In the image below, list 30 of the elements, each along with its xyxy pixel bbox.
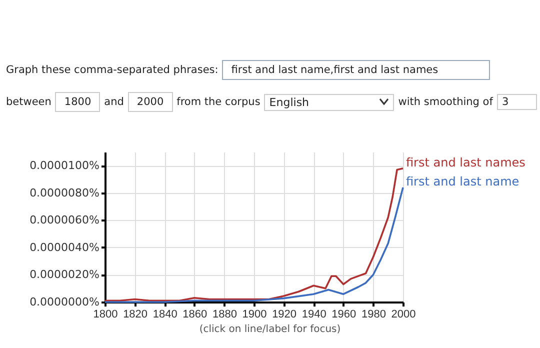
text: (click on line/label for focus) [198,324,342,335]
x-tick-label: 1800 [93,308,118,320]
text: from the corpus [176,96,260,108]
x-tick-label: 1920 [272,308,297,320]
dropdown-field: English [264,94,394,110]
series-label: first and last names [406,155,526,170]
y-tick-label: 0.0000080% [30,186,100,200]
x-tick-label: 1960 [332,308,356,320]
y-tick-label: 0.0000020% [30,268,100,282]
text: between [6,96,52,108]
x-tick-label: 1860 [182,308,208,320]
number-field: 3 [496,94,537,110]
text-field: first and last name,first and last names [222,60,490,80]
x-tick-label: 1900 [242,308,267,320]
x-tick-label: 1980 [361,308,386,320]
text: with smoothing of [398,96,493,108]
year-field: 1800 [55,92,100,112]
text: Graph these comma-separated phrases: [6,64,218,76]
text: and [104,96,124,108]
y-tick-label: 0.0000100% [30,159,100,172]
x-tick-label: 1880 [212,308,237,320]
y-tick-label: 0.0000000% [30,296,100,308]
x-tick-label: 2000 [391,308,416,320]
x-tick-label: 1820 [123,308,148,320]
year-field: 2000 [128,92,173,112]
x-tick-label: 1840 [152,308,178,320]
x-tick-label: 1940 [302,308,326,320]
y-tick-label: 0.0000060% [30,214,100,227]
series-label: first and last name [406,174,520,188]
y-tick-label: 0.0000040% [30,240,100,254]
